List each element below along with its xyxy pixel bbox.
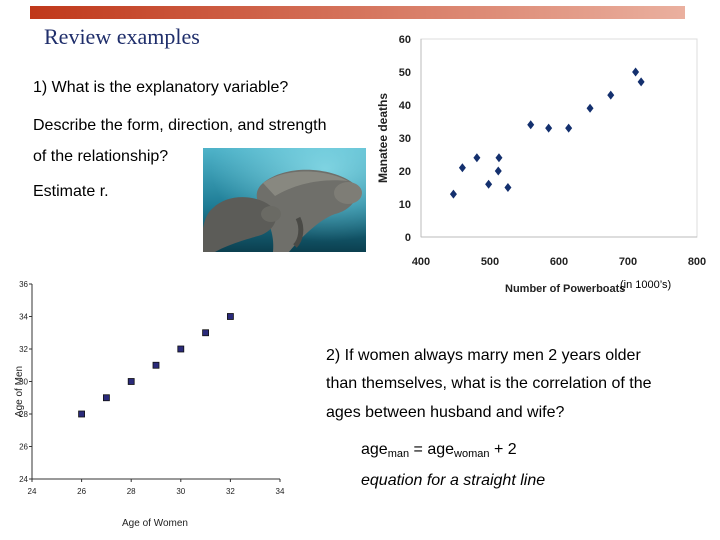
- x-tick-label: 30: [176, 487, 185, 496]
- y-tick-label: 30: [19, 378, 28, 387]
- data-point: [545, 123, 553, 133]
- x-tick-label: 500: [481, 256, 499, 268]
- equation-caption: equation for a straight line: [361, 472, 546, 489]
- question-1-line-1: 1) What is the explanatory variable?: [33, 79, 289, 96]
- data-point: [103, 394, 110, 402]
- x-tick-label: 24: [28, 487, 37, 496]
- question-1-line-3: of the relationship?: [33, 148, 169, 165]
- question-2-line-2: than themselves, what is the correlation…: [326, 375, 652, 392]
- data-point: [473, 153, 481, 163]
- y-tick-label: 32: [19, 345, 28, 354]
- y-tick-label: 30: [399, 133, 411, 145]
- data-point: [527, 120, 535, 130]
- data-point: [494, 166, 502, 176]
- y-tick-label: 34: [19, 313, 28, 322]
- data-point: [632, 67, 640, 77]
- y-tick-label: 24: [19, 475, 28, 484]
- data-point: [586, 103, 594, 113]
- y-tick-label: 40: [399, 100, 411, 112]
- data-point: [565, 123, 573, 133]
- data-point: [495, 153, 503, 163]
- data-point: [485, 179, 493, 189]
- x-axis-label: Number of Powerboats: [505, 283, 625, 295]
- x-tick-label: 34: [276, 487, 285, 496]
- equation-end: + 2: [489, 441, 517, 458]
- x-tick-label: 26: [77, 487, 86, 496]
- question-1-line-2: Describe the form, direction, and streng…: [33, 117, 327, 134]
- data-point: [177, 345, 185, 353]
- y-tick-label: 10: [399, 199, 411, 211]
- plot-area: [420, 38, 698, 238]
- equation-sub-man: man: [387, 448, 410, 460]
- slide-title: Review examples: [44, 24, 200, 49]
- question-2-line-1: 2) If women always marry men 2 years old…: [326, 347, 641, 364]
- manatee-scatter-chart: 0 10 20 30 40 50 60 400 500 600 700 800 Manatee deat…: [376, 34, 706, 295]
- x-tick-label: 700: [619, 256, 637, 268]
- y-tick-label: 28: [19, 410, 28, 419]
- data-point: [202, 329, 210, 337]
- equation-age-man: age: [361, 441, 388, 458]
- x-tick-label: 800: [688, 256, 706, 268]
- data-point: [226, 313, 234, 320]
- data-point: [458, 163, 466, 173]
- y-tick-label: 60: [399, 34, 411, 46]
- data-point: [127, 378, 135, 385]
- y-tick-label: 20: [399, 166, 411, 178]
- y-axis-label: Age of Men: [14, 366, 25, 417]
- equation-mid: = age: [409, 441, 455, 458]
- question-1-line-4: Estimate r.: [33, 183, 109, 200]
- data-point: [78, 410, 85, 418]
- manatee-photo: [203, 148, 366, 252]
- y-tick-label: 36: [19, 280, 28, 289]
- data-point: [637, 77, 645, 87]
- x-tick-label: 400: [412, 256, 430, 268]
- question-2-line-3: ages between husband and wife?: [326, 404, 565, 421]
- x-tick-label: 28: [127, 487, 136, 496]
- data-point: [504, 183, 512, 192]
- x-unit-note: (in 1000’s): [620, 279, 672, 291]
- data-point: [607, 90, 615, 100]
- y-tick-label: 0: [405, 232, 411, 244]
- data-point: [152, 361, 160, 369]
- y-tick-label: 50: [399, 67, 411, 79]
- age-scatter-chart: 24 26 28 30 32 34 36 24 26 28 30 32 34 Age of Men Age …: [14, 280, 285, 529]
- x-axis-label: Age of Women: [122, 518, 188, 529]
- equation: ageman = agewoman + 2: [361, 441, 517, 460]
- x-tick-label: 600: [550, 256, 568, 268]
- x-tick-label: 32: [226, 487, 235, 496]
- header-gradient-bar: [30, 6, 685, 19]
- y-tick-label: 26: [19, 443, 28, 452]
- equation-sub-woman: woman: [454, 448, 490, 460]
- data-point: [449, 189, 457, 199]
- y-axis-label: Manatee deaths: [376, 93, 390, 183]
